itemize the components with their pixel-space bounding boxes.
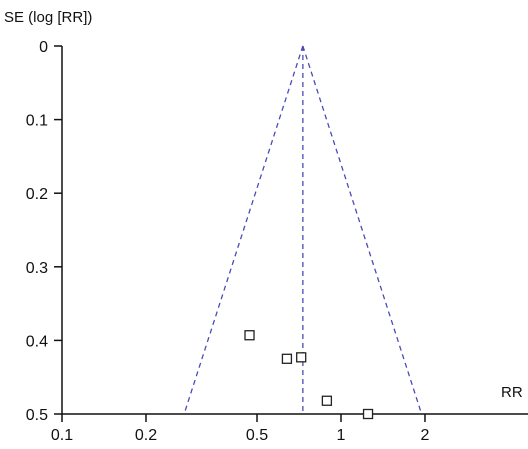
study-point <box>362 408 374 420</box>
lower-confidence-limit-line <box>183 45 304 415</box>
data-points <box>244 330 374 420</box>
y-tick-label: 0.4 <box>26 333 48 350</box>
y-tick-label: 0 <box>39 39 48 56</box>
x-tick-label: 0.2 <box>135 427 157 444</box>
x-tick-label: 2 <box>421 427 430 444</box>
y-tick-label: 0.1 <box>26 113 48 130</box>
axes: 00.10.20.30.40.50.1 0.2 0.5 1 2 <box>26 39 528 444</box>
x-axis-title: RR <box>501 384 523 401</box>
study-point <box>281 353 293 364</box>
y-tick-label: 0.5 <box>26 407 48 424</box>
x-tick-label: 0.5 <box>246 427 268 444</box>
y-tick-label: 0.2 <box>26 186 48 203</box>
upper-confidence-limit-line <box>302 45 423 415</box>
study-point <box>321 395 333 406</box>
x-tick-label: 0.1 <box>51 427 73 444</box>
y-tick-label: 0.3 <box>26 260 48 277</box>
study-point <box>244 330 255 341</box>
study-point <box>296 352 307 363</box>
x-tick-label: 1 <box>337 427 346 444</box>
y-axis-title: SE (log [RR]) <box>4 9 92 26</box>
